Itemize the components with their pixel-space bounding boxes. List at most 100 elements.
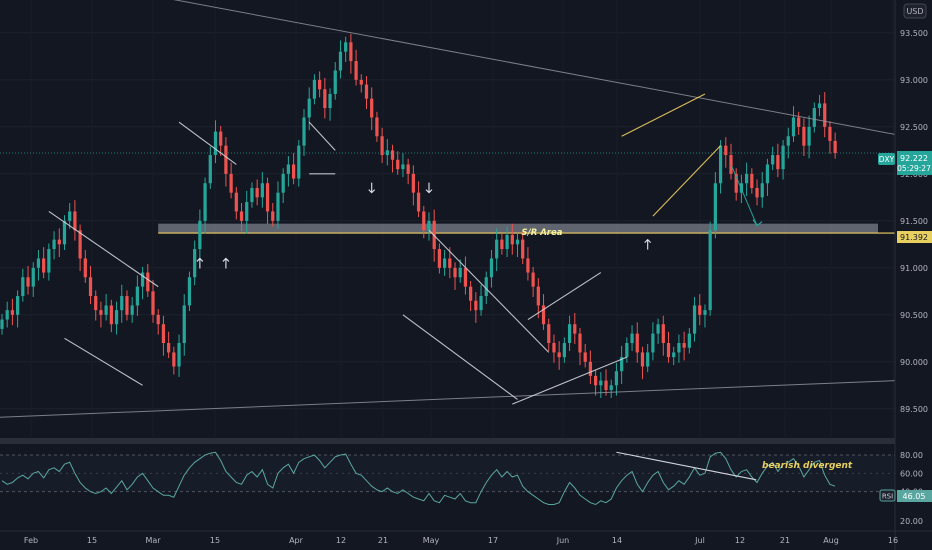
candle-up <box>625 343 629 358</box>
candle-up <box>791 117 796 137</box>
candle-up <box>114 310 119 325</box>
currency-badge[interactable] <box>903 3 927 19</box>
candle-up <box>104 305 108 315</box>
candle-up <box>515 239 520 245</box>
candle-up <box>47 249 51 273</box>
candle-down <box>271 211 275 221</box>
candle-up <box>760 183 764 198</box>
candle-up <box>312 79 317 99</box>
rsi-tick-label: 80.00 <box>900 451 923 460</box>
last-price: 92.222 <box>900 154 928 163</box>
time-tick-label: Apr <box>289 536 304 545</box>
candle-up <box>692 305 697 334</box>
time-tick-label: 12 <box>336 536 346 545</box>
candle-down <box>265 183 270 212</box>
candle-down <box>151 291 155 315</box>
candle-up <box>328 93 332 109</box>
jun-channel-bottom <box>512 356 628 405</box>
candle-down <box>156 314 160 325</box>
candle-up <box>260 183 264 198</box>
candle-up <box>0 319 4 329</box>
candle-up <box>484 277 488 297</box>
candle-down <box>375 117 379 137</box>
candle-down <box>698 305 702 315</box>
grid-layer <box>0 32 932 444</box>
rsi-name-badge[interactable] <box>879 489 896 502</box>
candle-up <box>281 173 285 193</box>
mar-flag-top <box>178 121 237 165</box>
candle-down <box>234 192 238 212</box>
rsi-divergence-line <box>616 451 757 481</box>
pane-separator <box>0 438 932 444</box>
candle-down <box>583 352 587 362</box>
candle-up <box>620 357 624 372</box>
candle-up <box>458 267 462 278</box>
candle-up <box>198 220 202 250</box>
arrow-up-marker <box>644 238 652 250</box>
candle-down <box>448 258 452 268</box>
candle-down <box>172 352 176 367</box>
candle-down <box>463 267 468 287</box>
candle-up <box>203 183 207 221</box>
candle-down <box>219 131 223 146</box>
candle-down <box>390 150 395 160</box>
candle-up <box>656 324 660 334</box>
candle-down <box>26 277 30 287</box>
rsi-name: RSI <box>882 493 893 501</box>
candle-down <box>776 155 780 170</box>
candle-up <box>427 220 431 231</box>
price-tick-label: 89.500 <box>900 405 928 414</box>
candle-down <box>682 343 686 348</box>
candle-down <box>255 187 259 198</box>
candle-down <box>531 272 535 287</box>
candle-down <box>161 324 166 344</box>
candle-up <box>708 230 712 311</box>
rsi-tick-label: 60.00 <box>900 469 923 478</box>
candle-up <box>135 286 139 306</box>
candle-up <box>31 267 35 287</box>
candle-down <box>536 286 540 306</box>
symbol-label: DXY <box>879 155 895 164</box>
candle-up <box>771 155 775 165</box>
may-channel-bottom <box>402 314 518 400</box>
candle-down <box>666 343 671 358</box>
candle-up <box>495 239 499 259</box>
candle-up <box>182 305 186 344</box>
candle-up <box>687 333 691 348</box>
candle-up <box>505 234 509 250</box>
candle-down <box>88 277 93 297</box>
sr-layer <box>0 152 895 234</box>
candle-up <box>812 108 816 127</box>
candle-down <box>802 126 806 146</box>
candle-down <box>94 296 98 311</box>
candle-up <box>630 333 634 344</box>
candle-down <box>354 61 358 80</box>
time-tick-label: 16 <box>888 536 898 545</box>
symbol-badge[interactable] <box>878 153 895 165</box>
candle-up <box>302 117 306 146</box>
candle-down <box>552 343 556 353</box>
candle-down <box>593 375 598 386</box>
candle-up <box>651 333 655 353</box>
candle-up <box>765 164 770 184</box>
candle-down <box>474 300 478 311</box>
candle-down <box>57 239 61 245</box>
candle-up <box>338 51 343 71</box>
arrow-down-marker <box>425 182 433 194</box>
candle-up <box>807 126 811 146</box>
candle-up <box>562 343 566 358</box>
time-tick-label: 14 <box>612 536 622 545</box>
candle-down <box>541 305 546 325</box>
time-tick-label: 21 <box>378 536 388 545</box>
candle-down <box>224 145 228 174</box>
lower-wedge-line <box>0 380 896 418</box>
candle-down <box>73 211 77 231</box>
candle-down <box>547 324 551 344</box>
candle-up <box>489 258 494 278</box>
candle-down <box>416 192 421 212</box>
candle-down <box>797 117 801 127</box>
candle-down <box>724 145 728 156</box>
candle-up <box>817 103 822 109</box>
candle-down <box>604 380 608 391</box>
